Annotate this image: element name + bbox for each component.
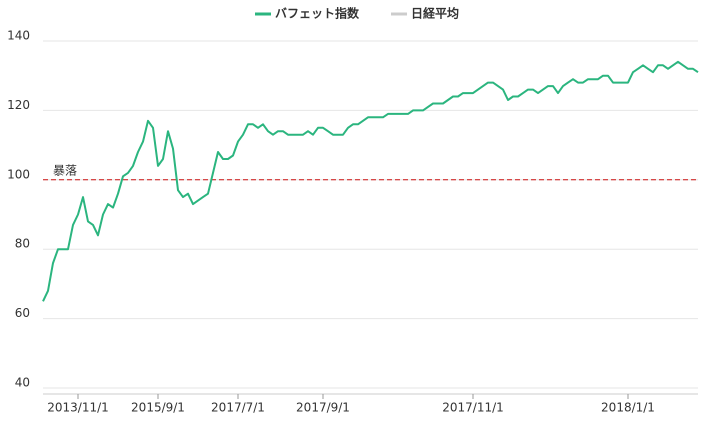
y-tick-label: 100 xyxy=(7,167,30,181)
y-tick-label: 140 xyxy=(7,29,30,43)
legend-label[interactable]: 日経平均 xyxy=(411,6,459,21)
y-tick-label: 40 xyxy=(15,376,30,390)
y-tick-label: 80 xyxy=(15,237,30,251)
legend-label[interactable]: バフェット指数 xyxy=(275,6,360,21)
x-tick-label: 2017/9/1 xyxy=(296,401,350,415)
y-tick-label: 60 xyxy=(15,306,30,320)
x-tick-label: 2017/11/1 xyxy=(442,401,504,415)
x-tick-label: 2013/11/1 xyxy=(47,401,109,415)
x-tick-label: 2018/1/1 xyxy=(601,401,655,415)
y-tick-label: 120 xyxy=(7,98,30,112)
reference-label: 暴落 xyxy=(53,163,77,177)
x-tick-label: 2015/9/1 xyxy=(131,401,185,415)
x-tick-label: 2017/7/1 xyxy=(211,401,265,415)
series-line xyxy=(42,60,699,302)
